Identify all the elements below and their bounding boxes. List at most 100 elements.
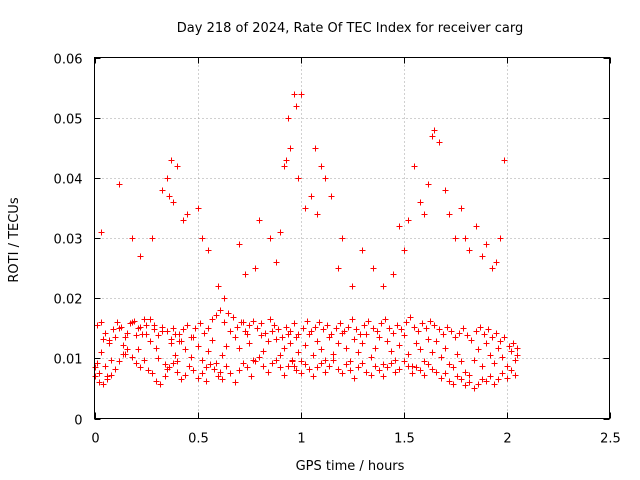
data-point [188, 354, 195, 361]
data-point [174, 163, 181, 170]
data-point [495, 345, 502, 352]
data-point [359, 247, 366, 254]
data-point [349, 283, 356, 290]
data-point [302, 205, 309, 212]
data-point [94, 322, 101, 329]
data-point [215, 373, 222, 380]
data-point [254, 325, 261, 332]
data-point [102, 330, 109, 337]
data-point [295, 349, 302, 356]
data-point [335, 366, 342, 373]
data-point [205, 247, 212, 254]
data-point [398, 326, 405, 333]
data-point [213, 312, 220, 319]
data-point [104, 376, 111, 383]
data-point [170, 199, 177, 206]
data-point [308, 193, 315, 200]
data-point [483, 241, 490, 248]
data-point [217, 307, 224, 314]
data-point [372, 363, 379, 370]
data-point [479, 253, 486, 260]
data-point [209, 316, 216, 323]
data-point [504, 375, 511, 382]
data-point [380, 283, 387, 290]
data-point [407, 314, 414, 321]
y-tick-label: 0.02 [54, 293, 83, 308]
data-point [271, 322, 278, 329]
data-point [450, 364, 457, 371]
data-point [176, 338, 183, 345]
data-point [283, 324, 290, 331]
y-tick-label: 0 [74, 414, 82, 429]
data-point [324, 322, 331, 329]
data-point [392, 369, 399, 376]
data-point [328, 331, 335, 338]
data-point [491, 381, 498, 388]
data-point [236, 345, 243, 352]
data-point [353, 326, 360, 333]
data-point [413, 340, 420, 347]
data-point [258, 320, 265, 327]
data-point [501, 334, 508, 341]
data-point [372, 345, 379, 352]
data-point [368, 354, 375, 361]
data-point [450, 381, 457, 388]
data-point [124, 346, 131, 353]
data-point [491, 360, 498, 367]
data-point [405, 351, 412, 358]
data-point [221, 319, 228, 326]
data-point [273, 357, 280, 364]
data-point [493, 259, 500, 266]
data-point [440, 331, 447, 338]
data-point [318, 360, 325, 367]
data-point [401, 358, 408, 365]
data-point [151, 326, 158, 333]
data-point [234, 324, 241, 331]
data-point [225, 310, 232, 317]
data-point [217, 369, 224, 376]
data-point [201, 330, 208, 337]
data-point [351, 375, 358, 382]
data-point [415, 328, 422, 335]
data-point [252, 265, 259, 272]
data-point [462, 235, 469, 242]
data-point [326, 363, 333, 370]
data-point [495, 376, 502, 383]
data-point [98, 349, 105, 356]
data-point [308, 328, 315, 335]
data-point [506, 343, 513, 350]
data-point [149, 235, 156, 242]
data-point [337, 320, 344, 327]
data-point [258, 332, 265, 339]
data-point [462, 382, 469, 389]
data-point [442, 345, 449, 352]
data-point [365, 318, 372, 325]
data-point [446, 211, 453, 218]
data-point [190, 367, 197, 374]
data-point [479, 363, 486, 370]
data-point [92, 364, 99, 371]
data-point [180, 217, 187, 224]
data-point [147, 338, 154, 345]
data-point [306, 366, 313, 373]
data-point [436, 326, 443, 333]
data-point [370, 265, 377, 272]
data-point [162, 361, 169, 368]
data-point [269, 360, 276, 367]
data-point [487, 373, 494, 380]
data-point [143, 322, 150, 329]
data-point [388, 360, 395, 367]
data-point [431, 127, 438, 134]
data-point [120, 351, 127, 358]
data-point [322, 175, 329, 182]
data-point [425, 361, 432, 368]
data-point [514, 345, 521, 352]
data-point [314, 211, 321, 218]
data-point [260, 348, 267, 355]
data-point [359, 340, 366, 347]
data-point [291, 91, 298, 98]
data-point [316, 319, 323, 326]
data-point [96, 379, 103, 386]
data-point [489, 334, 496, 341]
data-point [289, 358, 296, 365]
